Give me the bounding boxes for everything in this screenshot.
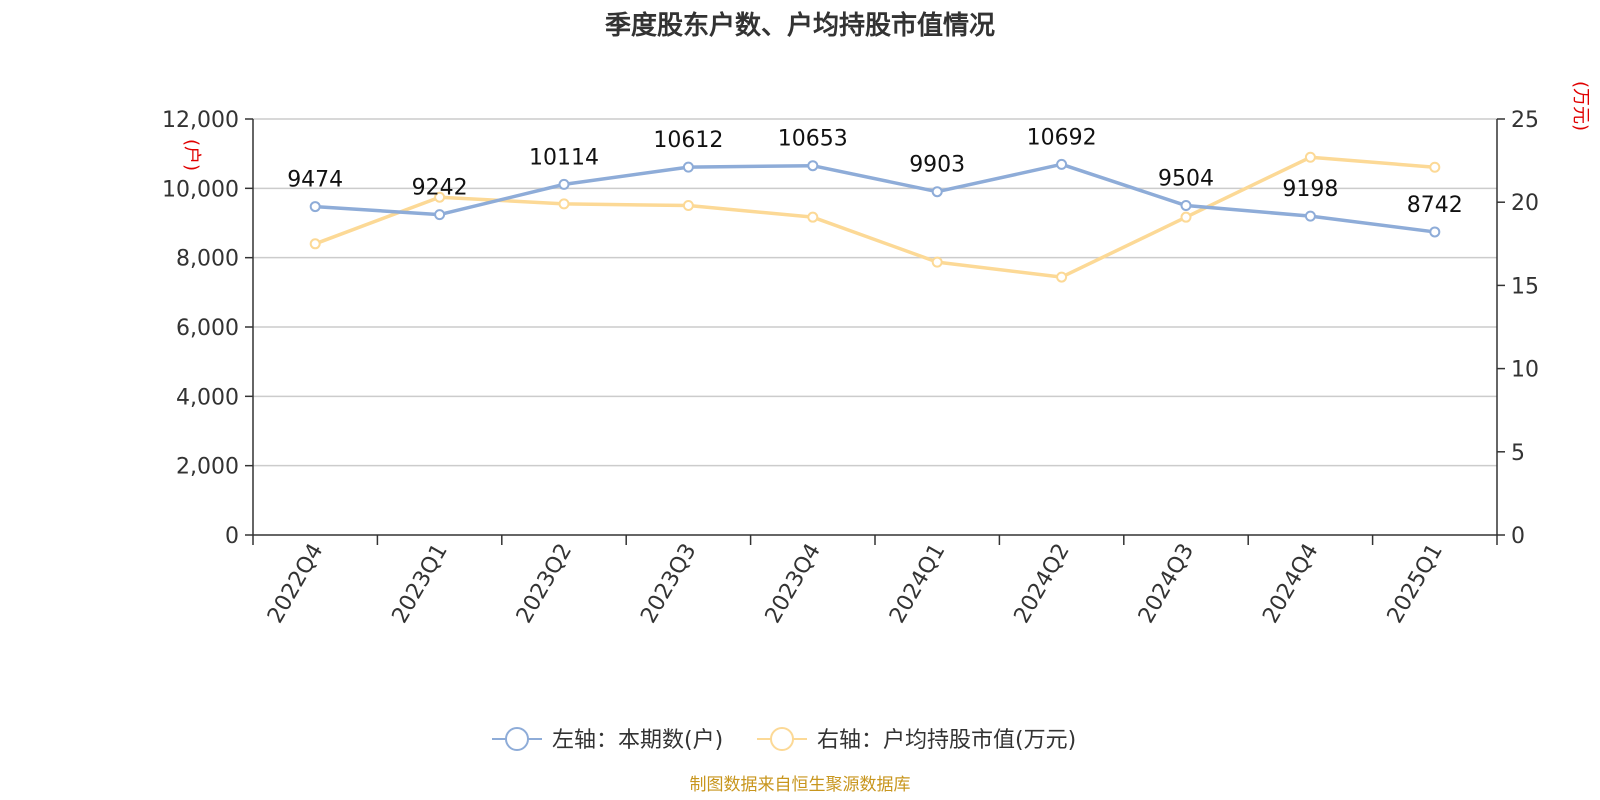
right-axis-ticks: 0 5 10 15 20 25 (1497, 108, 1539, 549)
source-note: 制图数据来自恒生聚源数据库 (690, 775, 911, 795)
x-tick-label: 2023Q4 (761, 540, 826, 628)
series-line (314, 155, 1435, 279)
data-point (434, 191, 446, 203)
data-point (807, 160, 819, 172)
data-point (1429, 226, 1441, 238)
left-tick-label: 6,000 (176, 316, 239, 341)
right-tick-label: 25 (1511, 108, 1539, 133)
data-point (682, 161, 694, 173)
right-tick-label: 0 (1511, 524, 1525, 549)
data-point (931, 186, 943, 198)
data-label: 10612 (653, 128, 723, 153)
x-tick-label: 2022Q4 (263, 540, 328, 628)
right-tick-label: 5 (1511, 441, 1525, 466)
x-tick-label: 2024Q2 (1009, 540, 1074, 628)
data-point (1056, 271, 1068, 283)
x-tick-label: 2024Q3 (1134, 540, 1199, 628)
data-labels: 9474 9242 10114 10612 10653 9903 10692 9504 9198… (287, 125, 1463, 218)
series-group (309, 151, 1441, 283)
data-label: 9903 (909, 153, 965, 178)
legend-label: 左轴：本期数(户) (552, 728, 723, 753)
data-point (558, 178, 570, 190)
data-point (807, 211, 819, 223)
chart-title: 季度股东户数、户均持股市值情况 (605, 10, 995, 41)
right-tick-label: 20 (1511, 191, 1539, 216)
legend-marker (505, 727, 529, 751)
legend-item-right: 右轴：户均持股市值(万元) (757, 727, 1076, 753)
x-axis-ticks: 2022Q4 2023Q1 2023Q2 2023Q3 2023Q4 2024Q1 2024… (252, 535, 1498, 628)
data-label: 10692 (1027, 125, 1097, 150)
series-avg-market-value (309, 151, 1441, 283)
x-tick-label: 2024Q4 (1258, 540, 1323, 628)
right-axis-unit: (万元) (1570, 81, 1591, 131)
data-point (309, 201, 321, 213)
series-line (315, 162, 1436, 234)
data-point (682, 200, 694, 212)
left-tick-label: 10,000 (162, 177, 239, 202)
legend-item-left: 左轴：本期数(户) (492, 727, 723, 753)
data-point (1056, 158, 1068, 170)
x-tick-label: 2023Q1 (387, 540, 452, 628)
data-point (309, 238, 321, 250)
legend-marker (770, 727, 794, 751)
data-label: 9198 (1282, 177, 1338, 202)
left-tick-label: 0 (225, 524, 239, 549)
data-point (1180, 200, 1192, 212)
left-tick-label: 8,000 (176, 247, 239, 272)
data-label: 10114 (529, 145, 599, 170)
left-tick-label: 12,000 (162, 108, 239, 133)
data-label: 9242 (412, 176, 468, 201)
x-tick-label: 2025Q1 (1383, 540, 1448, 628)
grid-lines (253, 118, 1497, 467)
data-point (1180, 211, 1192, 223)
data-point (931, 256, 943, 268)
series-shareholder-count (309, 158, 1441, 238)
left-tick-label: 2,000 (176, 455, 239, 480)
data-point (1429, 161, 1441, 173)
right-tick-label: 15 (1511, 274, 1539, 299)
data-label: 9504 (1158, 167, 1214, 192)
data-label: 8742 (1407, 193, 1463, 218)
x-tick-label: 2023Q2 (512, 540, 577, 628)
legend: 左轴：本期数(户) 右轴：户均持股市值(万元) (492, 727, 1076, 753)
x-tick-label: 2024Q1 (885, 540, 950, 628)
right-tick-label: 10 (1511, 358, 1539, 383)
data-label: 10653 (778, 127, 848, 152)
x-tick-label: 2023Q3 (636, 540, 701, 628)
left-tick-label: 4,000 (176, 385, 239, 410)
data-label: 9474 (287, 168, 343, 193)
left-axis-ticks: 0 2,000 4,000 6,000 8,000 10,000 12,000 (162, 108, 253, 549)
data-point (1304, 210, 1316, 222)
left-axis-unit: (户) (181, 139, 202, 171)
legend-label: 右轴：户均持股市值(万元) (817, 728, 1076, 753)
data-point (558, 198, 570, 210)
data-point (434, 209, 446, 221)
data-point (1304, 151, 1316, 163)
